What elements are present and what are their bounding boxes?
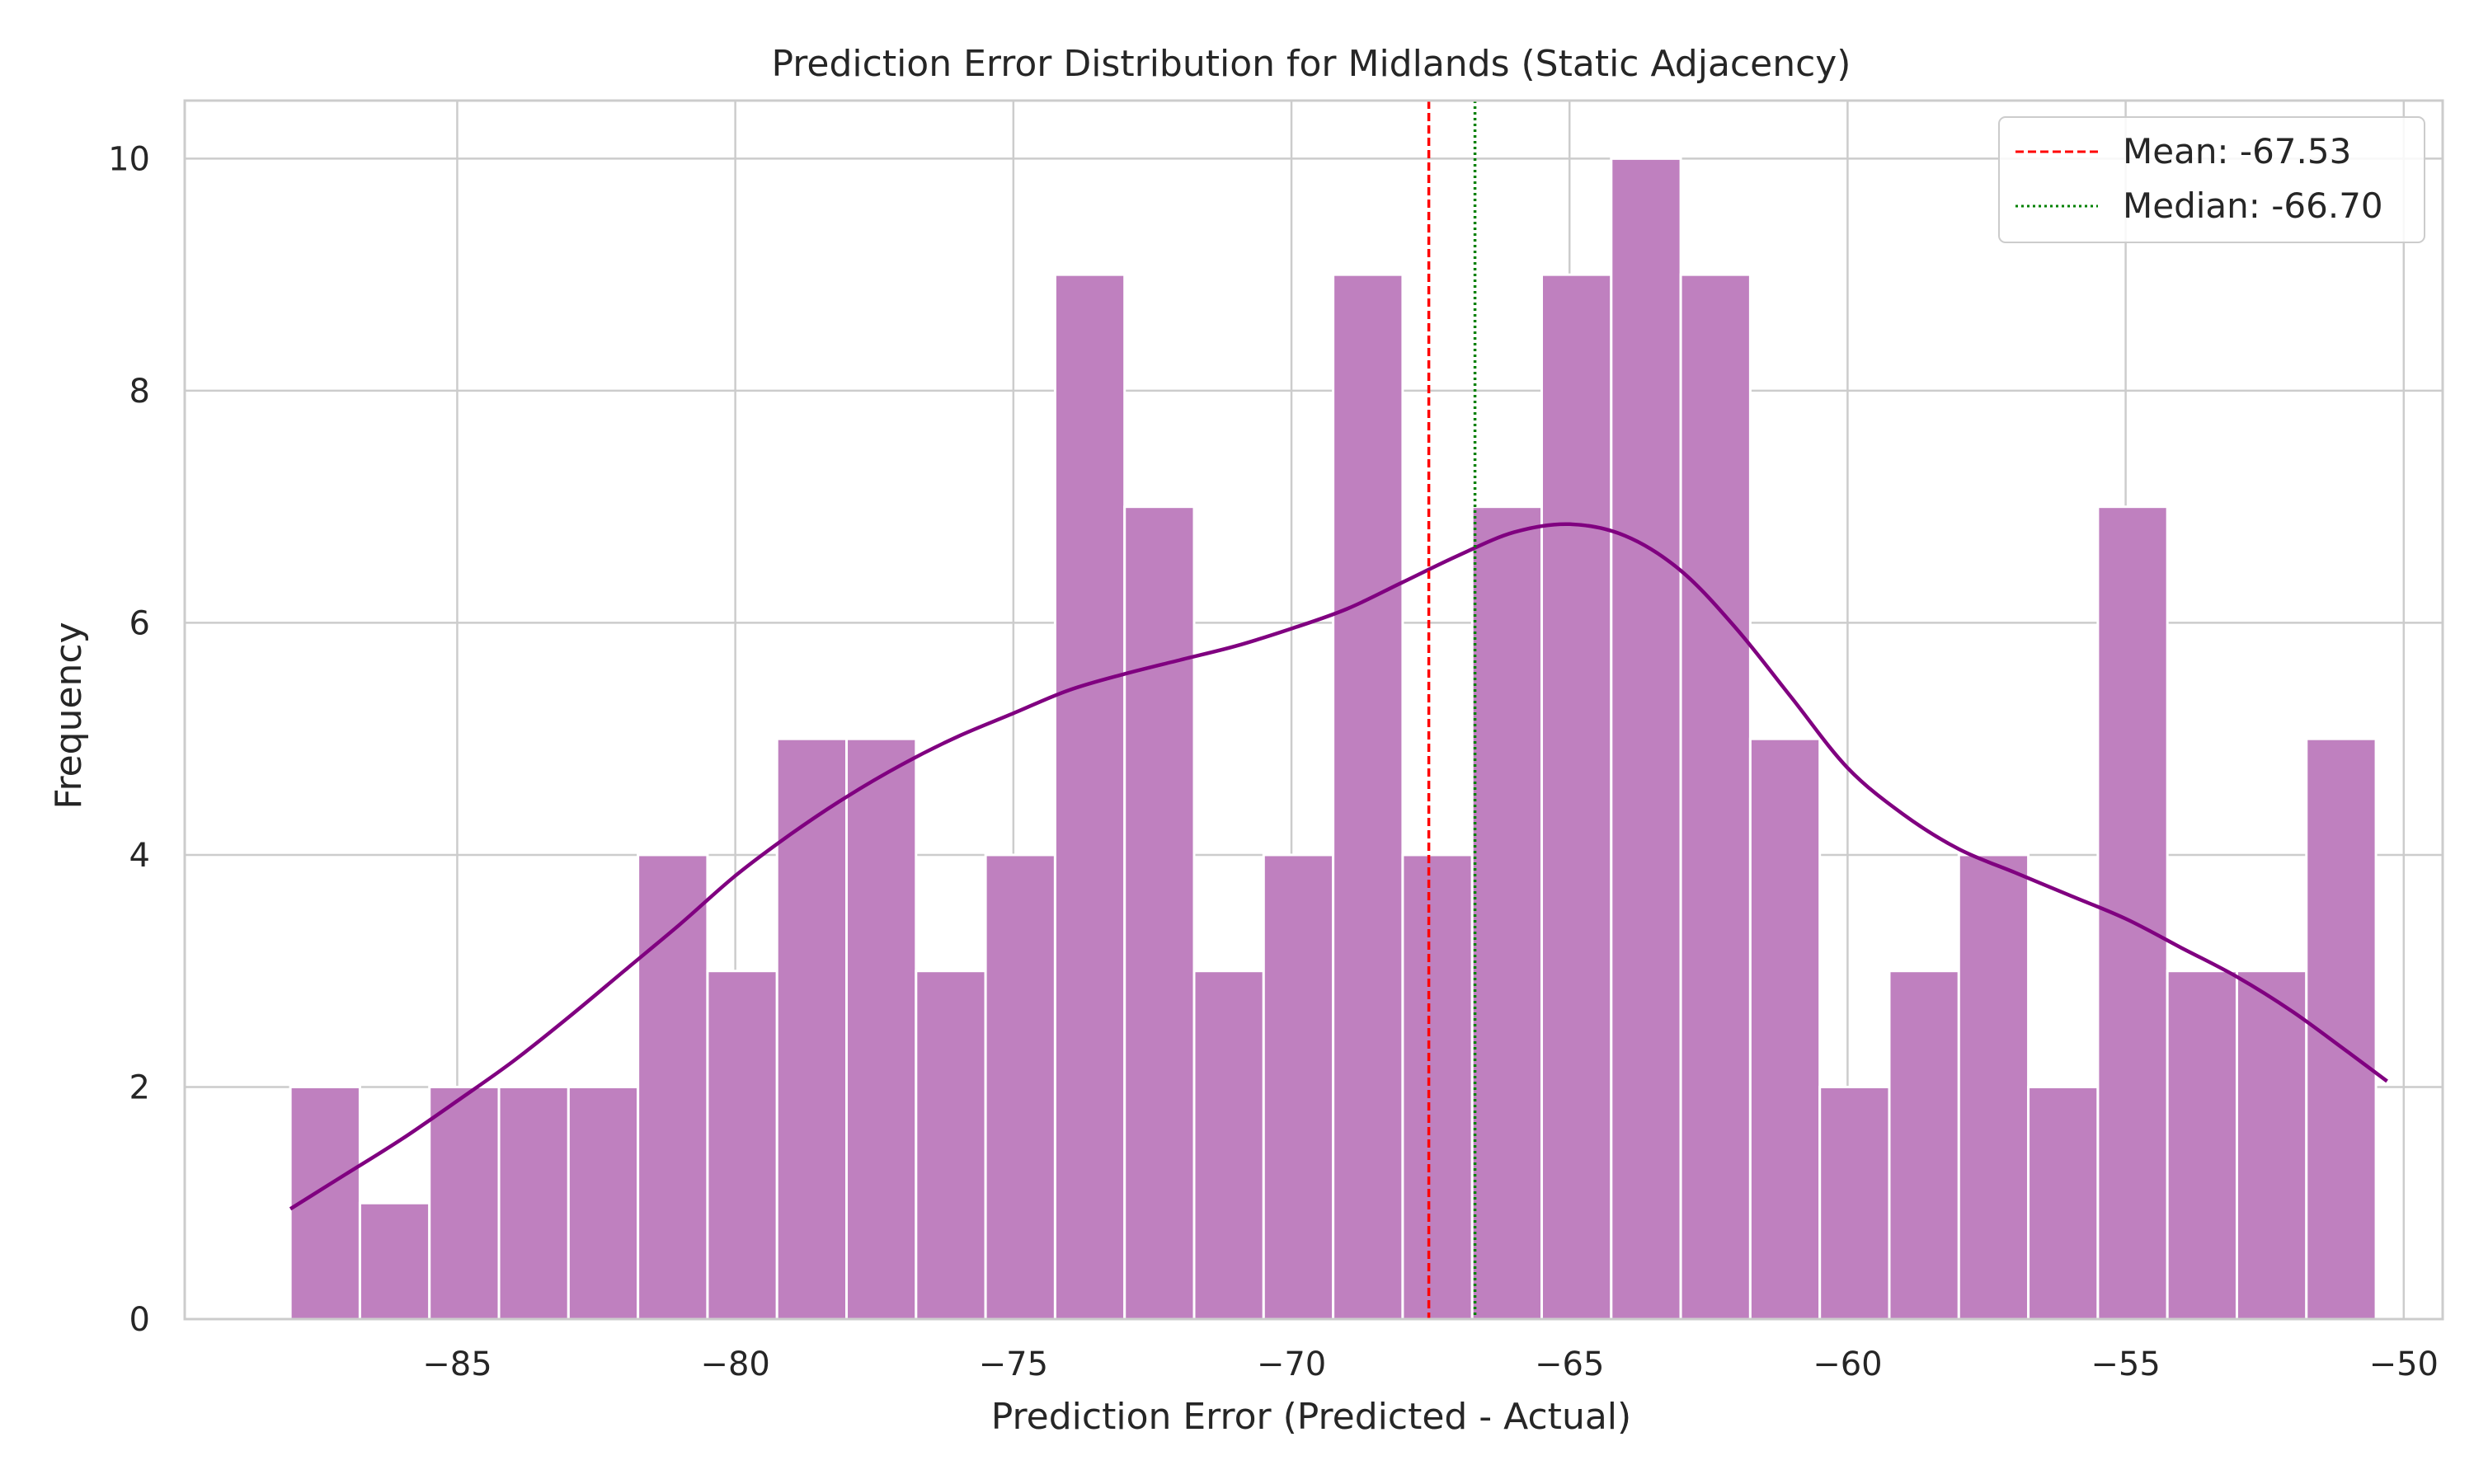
y-tick-label: 8 bbox=[129, 373, 150, 411]
histogram-bar bbox=[1262, 853, 1335, 1321]
histogram-bar bbox=[915, 970, 987, 1321]
histogram-bar bbox=[1332, 273, 1404, 1321]
reference-lines-layer bbox=[1427, 101, 1477, 1319]
histogram-bar bbox=[2235, 970, 2308, 1321]
chart-title: Prediction Error Distribution for Midlan… bbox=[772, 43, 1851, 85]
legend-box bbox=[1998, 116, 2425, 243]
legend-median-label: Median: -66.70 bbox=[2123, 186, 2383, 226]
histogram-bar bbox=[497, 1085, 570, 1321]
histogram-bar bbox=[1123, 505, 1196, 1321]
histogram-bar bbox=[775, 737, 849, 1321]
x-tick-label: −60 bbox=[1813, 1345, 1882, 1383]
x-tick-label: −65 bbox=[1535, 1345, 1604, 1383]
histogram-bar bbox=[1748, 737, 1822, 1321]
legend-mean-label: Mean: -67.53 bbox=[2123, 131, 2351, 171]
histogram-bar bbox=[2027, 1085, 2100, 1321]
plot-frame-layer bbox=[183, 99, 2444, 1321]
histogram-bar bbox=[1053, 273, 1126, 1321]
ticks-layer: −85 −80 −75 −70 −65 −60 −55 −50 0 2 4 6 8 10 bbox=[108, 140, 2439, 1383]
histogram-bar bbox=[637, 853, 709, 1321]
histogram-bar bbox=[1679, 273, 1752, 1321]
histogram-bar bbox=[1540, 273, 1613, 1321]
histogram-bar bbox=[567, 1085, 640, 1321]
histogram-bar bbox=[1610, 157, 1682, 1321]
histogram-bar bbox=[2166, 970, 2238, 1321]
y-tick-label: 2 bbox=[129, 1068, 150, 1106]
x-axis-label: Prediction Error (Predicted - Actual) bbox=[991, 1396, 1631, 1438]
legend: Mean: -67.53 Median: -66.70 bbox=[1998, 116, 2425, 243]
plot-frame bbox=[183, 99, 2444, 1321]
y-tick-label: 10 bbox=[108, 140, 150, 178]
histogram-bar bbox=[1888, 970, 1960, 1321]
histogram-bar bbox=[358, 1201, 431, 1321]
histogram-bar bbox=[845, 737, 918, 1321]
histogram-bar bbox=[1818, 1085, 1891, 1321]
x-tick-label: −75 bbox=[979, 1345, 1048, 1383]
x-tick-label: −55 bbox=[2091, 1345, 2160, 1383]
histogram-bar bbox=[984, 853, 1056, 1321]
y-tick-label: 0 bbox=[129, 1301, 150, 1339]
kde-curve bbox=[289, 522, 2388, 1211]
y-axis-label: Frequency bbox=[48, 622, 90, 809]
histogram-bar bbox=[1401, 853, 1474, 1321]
histogram-bar bbox=[1470, 505, 1543, 1321]
x-tick-label: −85 bbox=[422, 1345, 492, 1383]
histogram-bar bbox=[428, 1085, 501, 1321]
x-tick-label: −70 bbox=[1257, 1345, 1326, 1383]
kde-layer bbox=[289, 522, 2388, 1211]
histogram-bar bbox=[706, 970, 778, 1321]
y-tick-label: 6 bbox=[129, 604, 150, 642]
histogram-bar bbox=[1957, 853, 2030, 1321]
y-tick-label: 4 bbox=[129, 837, 150, 875]
histogram-bar bbox=[1192, 970, 1265, 1321]
x-tick-label: −80 bbox=[700, 1345, 769, 1383]
bars-layer bbox=[289, 157, 2378, 1321]
x-tick-label: −50 bbox=[2369, 1345, 2439, 1383]
